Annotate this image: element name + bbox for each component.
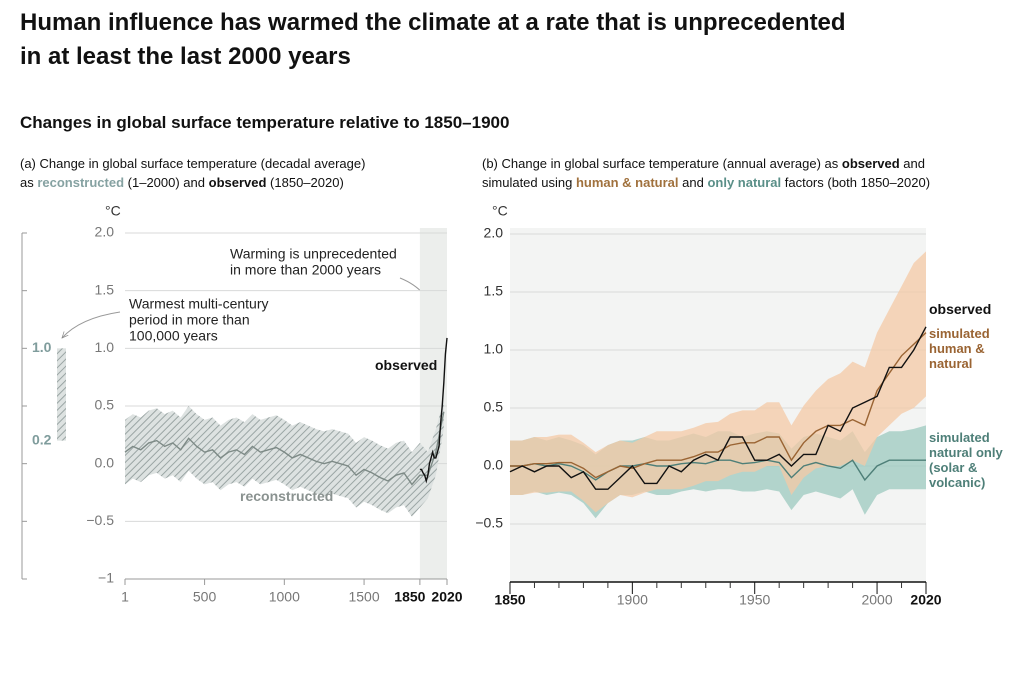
series-label: simulated natural only (solar & volcanic… [929, 430, 1003, 490]
x-tick-label: 1950 [739, 592, 770, 608]
series-label: simulated human & natural [929, 326, 990, 371]
series-line [509, 326, 927, 490]
x-tick-label: 1850 [394, 589, 425, 605]
caption-text: (b) Change in global surface temperature… [482, 156, 842, 171]
x-tick-label: 1850 [494, 592, 525, 608]
caption-text: factors (both 1850–2020) [781, 175, 931, 190]
y-tick-label: 1.5 [95, 281, 115, 297]
subtitle: Changes in global surface temperature re… [20, 113, 510, 132]
y-tick-label: −0.5 [475, 515, 503, 531]
x-tick-label: 1500 [348, 589, 379, 605]
caption-text: only natural [707, 175, 782, 190]
y-tick-label: 1.0 [95, 339, 115, 355]
caption-text: as [20, 175, 38, 190]
y-tick-label: 1.5 [484, 283, 504, 299]
annotation: 100,000 years [129, 328, 218, 344]
caption-text: simulated using [482, 175, 576, 190]
y-tick-label: 1.0 [484, 341, 504, 357]
y-axis-unit: °C [105, 203, 121, 219]
y-tick-label: 0.0 [484, 457, 504, 473]
caption-text: observed [208, 175, 267, 190]
annotation-arrow [62, 311, 121, 338]
series-label: observed [929, 301, 992, 317]
title-line: in at least the last 2000 years [20, 43, 351, 70]
uncertainty-band [125, 400, 444, 517]
warmest-period-label: 0.2 [32, 431, 52, 447]
warmest-period-label: 1.0 [32, 339, 52, 355]
annotation: period in more than [129, 312, 250, 328]
series-line [419, 337, 448, 484]
caption-text: reconstructed [37, 175, 125, 190]
x-tick-label: 2020 [910, 592, 941, 608]
caption-text: observed [841, 156, 900, 171]
series-label: observed [375, 357, 438, 373]
caption-text: (1850–2020) [266, 175, 344, 190]
uncertainty-band [510, 251, 926, 513]
caption-text: (1–2000) and [124, 175, 209, 190]
y-tick-label: 2.0 [484, 225, 504, 241]
x-tick-label: 2020 [431, 589, 462, 605]
x-tick-label: 500 [193, 589, 217, 605]
caption-text: (a) Change in global surface temperature… [20, 156, 366, 171]
caption: (a) Change in global surface temperature… [20, 154, 365, 192]
caption-text: and [678, 175, 708, 190]
y-tick-label: 2.0 [95, 224, 115, 240]
x-tick-label: 1000 [269, 589, 300, 605]
caption: (b) Change in global surface temperature… [482, 154, 930, 192]
annotation: in more than 2000 years [230, 262, 381, 278]
caption-text: and [899, 156, 925, 171]
y-tick-label: 0.0 [95, 454, 115, 470]
y-tick-label: 0.5 [484, 399, 504, 415]
warmest-period-bar [57, 348, 66, 441]
annotation: Warming is unprecedented [230, 246, 397, 262]
y-axis-unit: °C [492, 203, 508, 219]
series-label: reconstructed [240, 488, 334, 504]
title-line: Human influence has warmed the climate a… [20, 9, 846, 36]
caption-text: human & natural [575, 175, 679, 190]
x-tick-label: 1 [121, 589, 129, 605]
y-tick-label: 0.5 [95, 397, 115, 413]
x-tick-label: 1900 [617, 592, 648, 608]
y-tick-label: −0.5 [86, 512, 114, 528]
y-tick-label: −1 [98, 570, 114, 586]
x-tick-label: 2000 [861, 592, 892, 608]
series-line [124, 411, 445, 486]
title: Human influence has warmed the climate a… [20, 6, 846, 74]
series-line [510, 332, 927, 479]
annotation: Warmest multi-century [129, 296, 269, 312]
